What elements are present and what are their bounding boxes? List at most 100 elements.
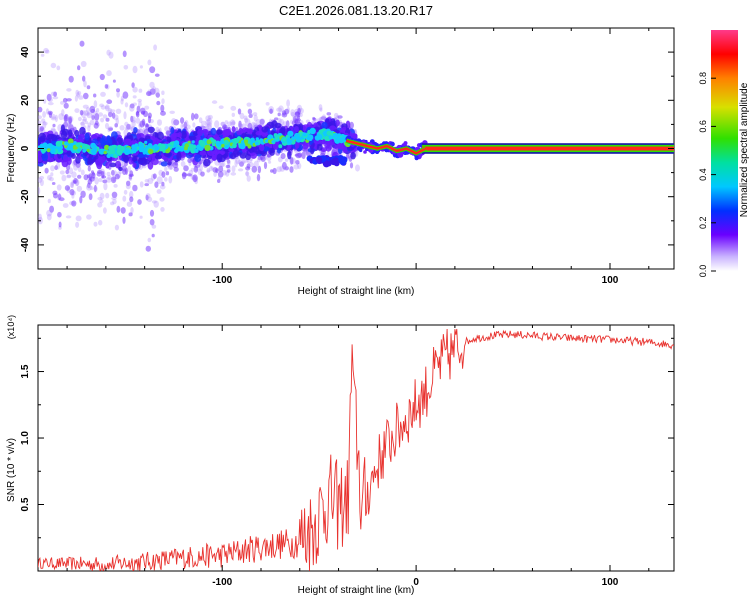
heatmap-cell: [156, 189, 162, 194]
heatmap-cell: [282, 137, 287, 142]
heatmap-cell: [130, 207, 134, 214]
heatmap-cell: [130, 115, 134, 123]
heatmap-cell: [282, 121, 288, 127]
heatmap-cell: [251, 121, 256, 128]
heatmap-cell: [132, 184, 138, 192]
snr-xtick-label: -100: [212, 577, 232, 588]
heatmap-cell: [244, 117, 249, 123]
heatmap-cell: [175, 146, 181, 152]
heatmap-cell: [54, 165, 58, 171]
heatmap-ytick-label: -20: [20, 189, 31, 204]
heatmap-cell: [321, 114, 326, 121]
heatmap-cell: [74, 108, 80, 113]
heatmap-ytick-label: -40: [20, 237, 31, 252]
heatmap-cell: [122, 216, 126, 224]
heatmap-cell: [286, 137, 291, 141]
heatmap-cell: [68, 116, 73, 124]
heatmap-cell: [159, 197, 165, 202]
heatmap-cell: [68, 129, 73, 137]
heatmap-cell: [124, 149, 131, 155]
heatmap-cell: [289, 166, 294, 173]
heatmap-cell: [280, 126, 286, 134]
heatmap-cell: [121, 165, 127, 172]
heatmap-cell: [180, 151, 187, 158]
snr-ytick-label: 1.0: [20, 431, 31, 445]
heatmap-cell: [123, 138, 132, 146]
heatmap-cell: [76, 92, 80, 98]
heatmap-cell: [249, 112, 254, 117]
heatmap-cell: [173, 140, 180, 146]
heatmap-cell: [186, 124, 191, 130]
heatmap-cell: [52, 123, 56, 128]
heatmap-cell: [63, 102, 69, 109]
heatmap-cell: [252, 112, 258, 116]
heatmap-cell: [259, 118, 265, 125]
heatmap-cell: [91, 115, 95, 120]
heatmap-cell: [53, 91, 57, 97]
heatmap-cell: [56, 161, 60, 170]
heatmap-cell: [66, 123, 72, 128]
heatmap-cell: [66, 88, 72, 92]
heatmap-cell: [89, 186, 94, 191]
heatmap-cell: [149, 81, 155, 89]
heatmap-cell: [132, 95, 137, 99]
heatmap-cell: [151, 200, 157, 204]
colorbar-tick-label: 0.8: [698, 72, 708, 85]
heatmap-cell: [99, 199, 104, 204]
heatmap-cell: [253, 160, 259, 169]
heatmap-cell: [80, 190, 86, 198]
heatmap-cell: [83, 92, 89, 100]
heatmap-cell: [71, 153, 76, 160]
heatmap-cell: [255, 150, 263, 155]
heatmap-cell: [93, 184, 97, 193]
heatmap-cell: [187, 140, 191, 144]
heatmap-cell: [111, 169, 115, 176]
heatmap-cell: [154, 87, 160, 96]
heatmap-cell: [62, 203, 69, 208]
heatmap-cell: [230, 152, 237, 160]
heatmap-cell: [137, 157, 146, 166]
heatmap-cell: [137, 98, 142, 103]
heatmap-cell: [206, 122, 212, 128]
heatmap-cell: [110, 201, 115, 206]
heatmap-cell: [77, 91, 82, 96]
heatmap-cell: [56, 194, 63, 201]
heatmap-cell: [60, 101, 65, 105]
heatmap-cell: [302, 150, 306, 158]
heatmap-cell: [251, 165, 258, 173]
heatmap-cell: [120, 98, 124, 105]
heatmap-cell: [192, 130, 199, 137]
heatmap-cell: [84, 120, 89, 125]
heatmap-cell: [50, 62, 57, 69]
heatmap-cell: [76, 138, 82, 143]
heatmap-cell: [153, 200, 159, 208]
heatmap-cell: [230, 121, 236, 126]
heatmap-cell: [154, 181, 159, 188]
heatmap-cell: [101, 175, 107, 179]
heatmap-cell: [243, 115, 248, 120]
heatmap-cell: [186, 173, 192, 177]
heatmap-cell: [190, 167, 195, 172]
heatmap-cell: [132, 65, 138, 74]
heatmap-cell: [194, 154, 202, 163]
heatmap-cell: [203, 158, 211, 167]
heatmap-cell: [139, 215, 143, 219]
heatmap-cell: [205, 115, 211, 122]
heatmap-cell: [61, 109, 65, 117]
heatmap-cell: [118, 166, 123, 172]
heatmap-cell: [301, 151, 306, 160]
heatmap-cell: [276, 166, 282, 173]
heatmap-cell: [56, 184, 62, 191]
heatmap-cell: [89, 119, 95, 126]
heatmap-cell: [156, 176, 163, 185]
heatmap-cell: [83, 110, 89, 116]
colorbar-label: Normalized spectral amplitude: [739, 82, 750, 217]
heatmap-cell: [176, 151, 182, 161]
heatmap-cell: [164, 126, 170, 132]
heatmap-cell: [147, 126, 155, 133]
heatmap-cell: [82, 75, 86, 82]
heatmap-cell: [241, 157, 246, 164]
heatmap-cell: [86, 183, 92, 191]
chart-title: C2E1.2026.081.13.20.R17: [279, 3, 433, 18]
heatmap-cell: [54, 114, 59, 123]
